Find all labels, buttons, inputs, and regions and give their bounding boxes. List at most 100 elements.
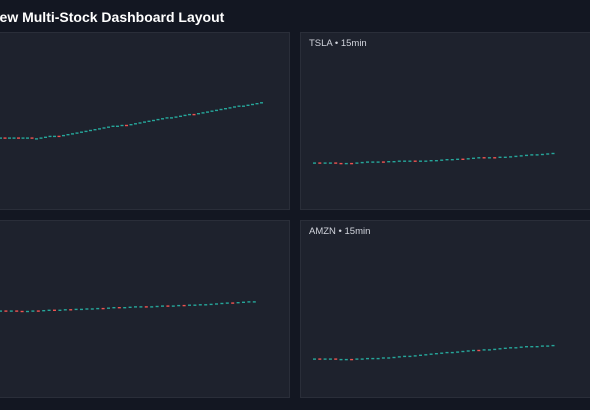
candle [519,155,523,157]
candle [236,302,240,304]
candle [413,160,417,162]
candle [98,128,101,130]
candle [242,301,245,303]
candle [381,357,385,359]
candle [366,357,369,360]
candle [233,106,236,108]
candle [8,137,11,139]
candle [514,155,518,158]
candle [9,310,13,312]
candle [177,304,181,307]
candle [35,138,38,140]
candle [192,113,196,116]
candle [429,353,433,355]
candle [477,349,481,352]
candle [134,306,137,308]
candle [183,114,187,117]
candle [334,162,338,164]
candle [371,161,375,163]
candle [80,308,83,311]
candle [419,160,422,162]
candle [246,104,250,106]
candle [71,133,74,135]
candle [251,103,254,106]
candle [179,115,182,117]
candle [4,310,8,312]
candle [170,117,173,119]
chart-panel-top-left[interactable] [0,32,290,210]
candle [125,124,128,127]
chart-panel-tsla[interactable]: TSLA • 15min [300,32,590,210]
candle [96,307,100,310]
candle [116,125,119,127]
candle [228,107,232,109]
candle [201,112,205,114]
candle [215,303,218,305]
candlestick-chart[interactable] [0,221,290,398]
candle [461,158,465,160]
candle [107,307,110,309]
candle [445,351,449,354]
candle [339,162,343,165]
candle [90,308,94,310]
candle [360,358,364,360]
candle [155,305,159,308]
candle [150,306,154,308]
candle [525,346,528,348]
candle [123,307,127,309]
candle [530,154,534,156]
candle [84,130,88,133]
candle [493,348,497,351]
candle [44,136,47,138]
candle [509,156,513,158]
candle [39,137,43,139]
candle [161,118,164,120]
candle [111,125,115,127]
candle [219,108,223,111]
candle [209,303,213,306]
candle [252,301,256,303]
candle [318,358,322,360]
chart-panel-amzn[interactable]: AMZN • 15min [300,220,590,398]
candle [551,152,555,155]
candle [408,160,412,162]
candle [408,355,412,358]
candle [74,308,78,311]
panel-label-tsla: TSLA • 15min [309,38,367,49]
candle [0,310,2,312]
candle [53,135,56,138]
candle [498,348,502,350]
candle [182,304,186,307]
candle [204,304,208,306]
candle [371,357,375,360]
candle [53,309,56,311]
candle [17,137,20,139]
candlestick-chart[interactable] [0,33,290,210]
candle [237,105,241,107]
candlestick-chart-tsla[interactable] [301,33,590,210]
candle [323,358,327,360]
candle [36,310,40,312]
candle [355,358,359,360]
candle [206,111,209,113]
candlestick-chart-amzn[interactable] [301,221,590,398]
candle [138,122,142,124]
candle [328,162,332,164]
chart-panel-bottom-left[interactable] [0,220,290,398]
candle [429,160,433,162]
candle [419,354,422,356]
candle [215,109,218,112]
candle [334,358,338,360]
candle [323,162,327,164]
candle [152,119,155,122]
candle [424,160,428,162]
candle [3,137,7,139]
candle [120,124,124,127]
candle [231,302,235,304]
candle [413,355,417,357]
candle [466,350,470,352]
candle [58,309,62,311]
candle [339,358,343,361]
candle [143,121,146,123]
candle [445,159,449,161]
